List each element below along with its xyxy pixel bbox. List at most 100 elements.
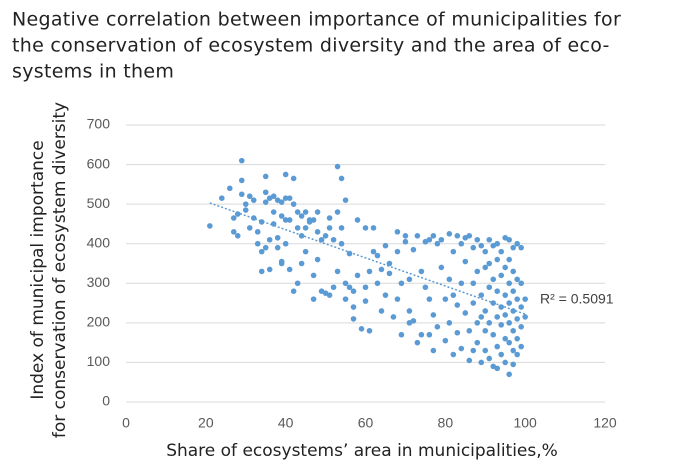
point: [510, 244, 516, 251]
point: [334, 268, 341, 275]
point: [354, 272, 361, 279]
point: [506, 320, 512, 326]
point: [302, 225, 309, 231]
point: [242, 201, 249, 207]
point: [374, 252, 381, 259]
point: [470, 300, 477, 306]
y-tick-label: 300: [87, 274, 111, 290]
point: [494, 256, 501, 263]
point: [518, 343, 524, 350]
point: [470, 244, 477, 251]
point: [494, 240, 501, 247]
y-tick-label: 0: [102, 393, 110, 409]
point: [494, 288, 501, 295]
point: [322, 233, 329, 239]
point: [426, 296, 433, 302]
point: [338, 225, 345, 231]
point: [514, 240, 520, 247]
point: [286, 195, 293, 202]
point: [310, 296, 317, 302]
point: [290, 201, 297, 207]
point: [490, 331, 497, 338]
point: [426, 331, 433, 338]
point: [502, 312, 509, 318]
point: [366, 268, 373, 275]
x-tick-label: 60: [358, 415, 374, 431]
point: [294, 280, 301, 287]
point: [502, 292, 509, 298]
point: [246, 225, 253, 231]
chart-title: the conservation of ecosystem diversity …: [12, 35, 610, 57]
point: [438, 236, 445, 243]
point: [450, 351, 457, 358]
point: [274, 244, 281, 251]
point: [362, 284, 369, 291]
point: [294, 209, 301, 215]
point: [362, 225, 369, 231]
y-tick-label: 400: [87, 234, 111, 250]
point: [514, 335, 520, 342]
point: [262, 189, 269, 196]
x-tick-label: 80: [438, 415, 454, 431]
point: [482, 327, 489, 334]
point: [470, 280, 477, 287]
point: [370, 248, 377, 255]
point: [282, 195, 289, 202]
point: [446, 231, 453, 237]
point: [518, 324, 524, 330]
point: [510, 327, 516, 334]
point: [446, 320, 453, 326]
point: [258, 268, 265, 275]
point: [310, 272, 317, 279]
point: [510, 361, 516, 368]
y-axis-title: for conservation of ecosystem diversity: [50, 102, 70, 438]
point: [402, 238, 409, 245]
point: [434, 324, 441, 330]
point: [386, 260, 393, 267]
point: [282, 240, 289, 247]
point: [418, 268, 425, 275]
point: [426, 236, 433, 243]
point: [514, 276, 520, 283]
point: [506, 300, 512, 306]
point: [278, 260, 285, 267]
point: [482, 264, 489, 271]
point: [298, 213, 305, 219]
point: [350, 288, 357, 295]
y-tick-label: 100: [87, 353, 111, 369]
point: [262, 199, 269, 205]
point: [518, 280, 524, 287]
point: [238, 157, 245, 164]
point: [338, 240, 345, 247]
x-tick-label: 100: [513, 415, 537, 431]
point: [414, 339, 421, 346]
point: [498, 304, 505, 310]
point: [454, 302, 461, 308]
point: [230, 229, 237, 235]
point: [406, 308, 413, 314]
point: [362, 298, 369, 304]
point: [290, 175, 297, 182]
point: [402, 233, 409, 239]
point: [330, 284, 337, 291]
point: [250, 197, 257, 203]
point: [470, 347, 477, 354]
point: [342, 296, 349, 302]
point: [310, 217, 317, 223]
point: [482, 248, 489, 255]
point: [234, 233, 241, 239]
point: [207, 223, 213, 229]
point: [294, 225, 301, 231]
point: [282, 217, 289, 223]
point: [406, 276, 413, 283]
point: [390, 314, 397, 320]
point: [394, 296, 401, 302]
point: [474, 268, 481, 275]
point: [522, 296, 528, 302]
x-tick-label: 0: [122, 415, 130, 431]
point: [478, 314, 485, 320]
point: [274, 234, 281, 241]
y-axis-title: Index of municipal importance: [28, 140, 48, 399]
